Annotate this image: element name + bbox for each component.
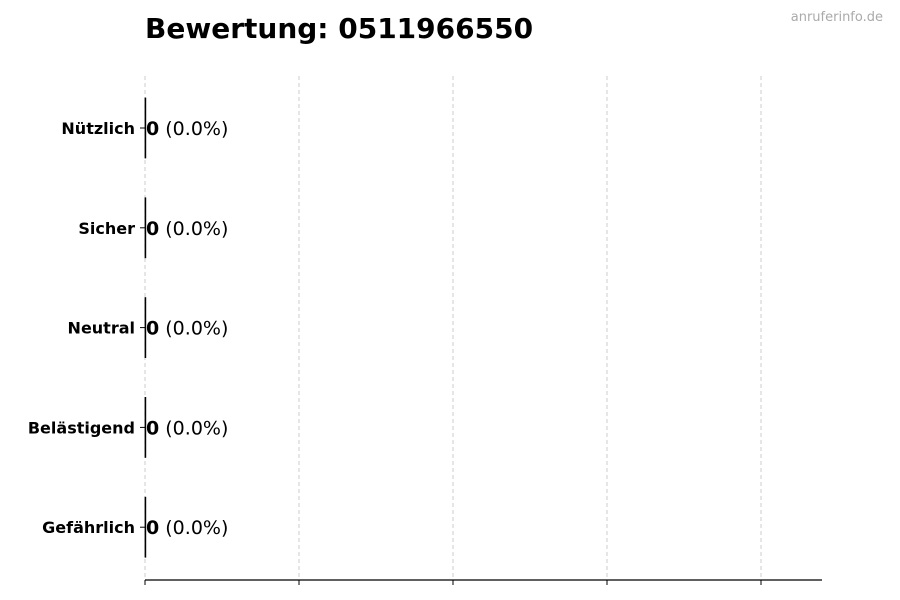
y-tick-label: Neutral	[68, 319, 135, 338]
data-label-count: 0	[146, 517, 159, 539]
data-label-count: 0	[146, 417, 159, 439]
data-label-count: 0	[146, 218, 159, 240]
data-label: 0 (0.0%)	[146, 318, 228, 340]
y-tick-label: Nützlich	[61, 119, 135, 138]
y-tick-label: Sicher	[78, 219, 135, 238]
data-label-percent: (0.0%)	[159, 517, 228, 539]
chart-title: Bewertung: 0511966550	[145, 12, 534, 45]
data-label-percent: (0.0%)	[159, 318, 228, 340]
data-label: 0 (0.0%)	[146, 517, 228, 539]
y-tick-label: Belästigend	[28, 418, 135, 437]
data-label-percent: (0.0%)	[159, 417, 228, 439]
data-label: 0 (0.0%)	[146, 417, 228, 439]
y-tick-label: Gefährlich	[42, 518, 135, 537]
data-label: 0 (0.0%)	[146, 218, 228, 240]
data-label-percent: (0.0%)	[159, 118, 228, 140]
data-label: 0 (0.0%)	[146, 118, 228, 140]
data-label-percent: (0.0%)	[159, 218, 228, 240]
watermark: anruferinfo.de	[790, 10, 883, 25]
data-label-count: 0	[146, 318, 159, 340]
data-label-count: 0	[146, 118, 159, 140]
